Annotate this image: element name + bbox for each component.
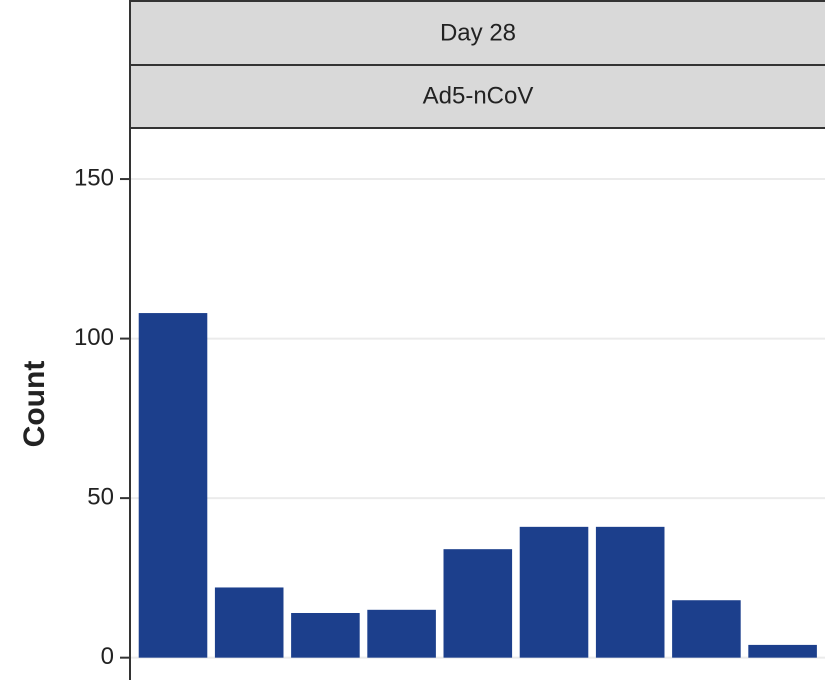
- facet-strip: [129, 0, 825, 66]
- bar: [214, 587, 284, 658]
- bar: [748, 644, 817, 658]
- panel-border: [129, 127, 825, 680]
- bar: [138, 313, 208, 658]
- bar: [367, 609, 436, 658]
- bar: [672, 600, 741, 658]
- y-tick-label: 150: [74, 164, 114, 191]
- bar: [519, 526, 589, 658]
- strip-label: Ad5-nCoV: [423, 82, 534, 109]
- y-axis-label: Count: [18, 361, 51, 448]
- y-tick-label: 50: [87, 483, 114, 510]
- y-tick-label: 0: [101, 643, 114, 670]
- bar: [291, 612, 360, 658]
- bars: [138, 313, 817, 658]
- y-tick-label: 100: [74, 324, 114, 351]
- strip-label: Day 28: [440, 19, 516, 46]
- facet-strip: [129, 64, 825, 129]
- bar: [595, 526, 665, 658]
- bar: [443, 549, 513, 658]
